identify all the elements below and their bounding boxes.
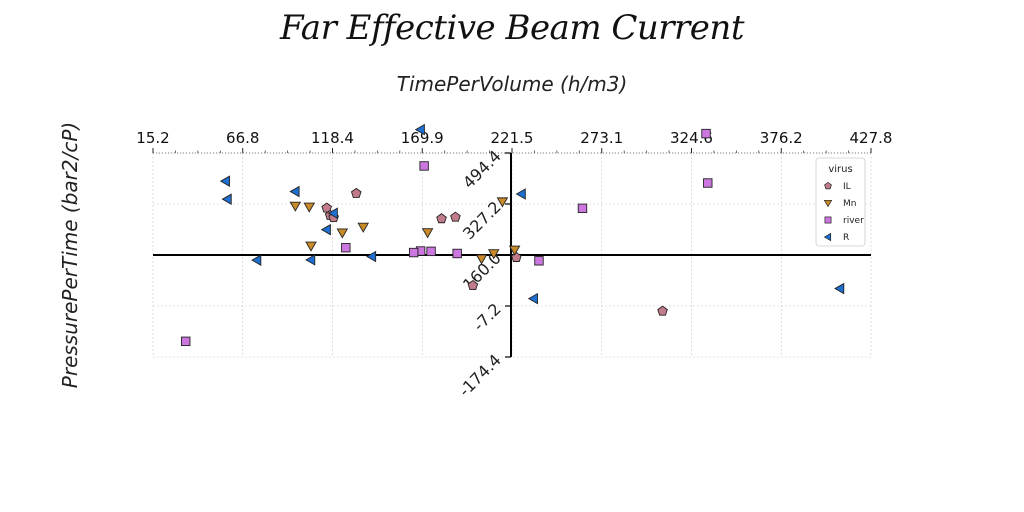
- legend-label: IL: [843, 182, 851, 192]
- data-point: [467, 279, 479, 290]
- tick-labels: 15.2 66.8 118.4 169.9 221.5 273.1 324.6 376.2 42…: [136, 129, 892, 400]
- x-tick-label: 273.1: [580, 129, 623, 147]
- data-point: [321, 202, 332, 213]
- data-point: [289, 201, 302, 212]
- data-point: [219, 175, 230, 187]
- data-point: [534, 256, 544, 266]
- data-point: [426, 246, 436, 257]
- data-points: [181, 123, 845, 347]
- x-tick-label: 169.9: [401, 129, 444, 147]
- legend-label: river: [843, 216, 864, 226]
- x-tick-label: 15.2: [136, 129, 169, 147]
- data-point: [341, 242, 351, 253]
- data-point: [350, 187, 362, 198]
- y-tick-label: -174.4: [455, 350, 505, 400]
- data-point: [289, 185, 300, 198]
- x-tick-label: 118.4: [311, 129, 354, 147]
- data-point: [515, 188, 526, 200]
- data-point: [305, 241, 317, 252]
- series-r: [219, 123, 845, 305]
- y-tick-label: -7.2: [469, 299, 505, 335]
- x-tick-label: 427.8: [850, 129, 893, 147]
- data-point: [366, 250, 377, 263]
- legend-marker: [824, 181, 832, 190]
- x-tick-label: 376.2: [760, 129, 803, 147]
- x-tick-label: 221.5: [491, 129, 534, 147]
- data-point: [336, 228, 349, 239]
- data-point: [303, 202, 316, 213]
- data-point: [475, 254, 488, 265]
- data-point: [221, 193, 232, 205]
- data-point: [508, 245, 521, 256]
- data-point: [452, 248, 462, 259]
- data-point: [496, 197, 509, 208]
- legend-marker: [824, 216, 832, 224]
- data-point: [320, 223, 331, 236]
- x-tick-label: 66.8: [226, 129, 259, 147]
- data-point: [834, 282, 845, 295]
- data-point: [421, 228, 434, 239]
- data-point: [450, 211, 461, 222]
- data-point: [419, 161, 429, 171]
- data-point: [327, 207, 338, 219]
- data-point: [511, 251, 522, 262]
- data-point: [414, 123, 425, 136]
- data-point: [701, 128, 711, 139]
- data-point: [527, 292, 538, 305]
- x-axis-label: TimePerVolume (h/m3): [396, 72, 628, 96]
- data-point: [357, 222, 369, 233]
- legend-marker: [823, 199, 833, 208]
- data-point: [577, 203, 588, 214]
- data-point: [181, 336, 191, 347]
- series-mn: [289, 197, 521, 265]
- chart-title: Far Effective Beam Current: [280, 8, 744, 48]
- legend-box: [815, 157, 866, 247]
- data-point: [657, 305, 668, 316]
- series-river: [181, 128, 713, 347]
- legend-title: virus: [828, 164, 852, 175]
- legend-label: Mn: [843, 199, 856, 209]
- data-point: [436, 213, 447, 224]
- legend: virus IL Mn river R: [815, 157, 866, 247]
- data-point: [305, 254, 316, 266]
- legend-label: R: [843, 233, 849, 243]
- data-point: [487, 249, 500, 260]
- data-point: [408, 247, 419, 258]
- data-point: [703, 178, 713, 188]
- data-point: [251, 254, 262, 266]
- legend-marker: [823, 232, 832, 242]
- axes: [152, 148, 872, 358]
